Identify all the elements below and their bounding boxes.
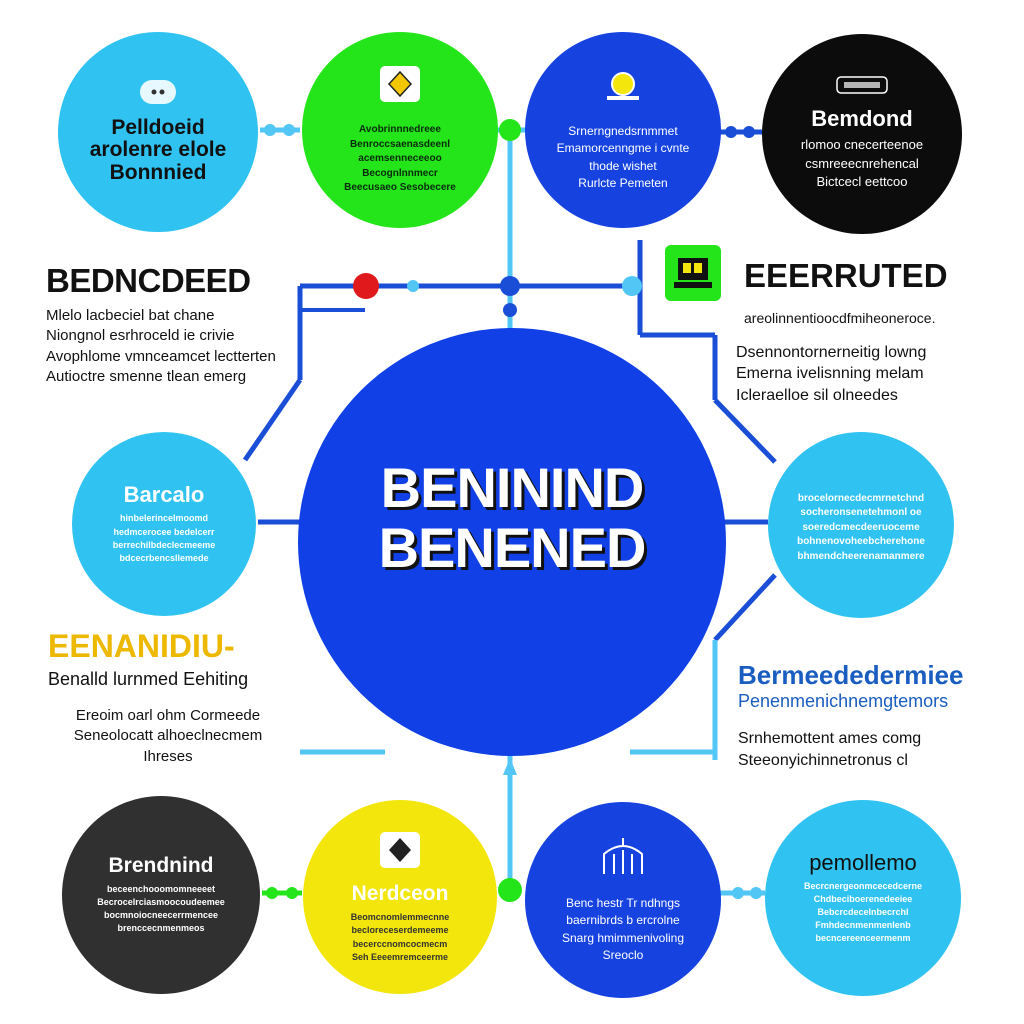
side-top-right-text: Dsennontornerneitig lowng Emerna ivelisn… [736, 343, 927, 405]
node-bot-2-title: Nerdceon [351, 882, 449, 906]
side-bottom-left-subheading: Benalld lurnmed Eehiting [48, 669, 249, 689]
side-top-left-text: Mlelo lacbeciel bat chane Niongnol esrhr… [46, 307, 276, 385]
side-top-right-subtext: areolinnentioocdfmiheoneroce. [744, 310, 936, 326]
diamond-icon-dark [378, 830, 422, 875]
hub-title: BENININD BENENED [300, 460, 724, 576]
hub-title-line1: BENININD [380, 456, 645, 519]
diamond-icon [378, 64, 422, 109]
node-bot-3-body: Benc hestr Tr ndhngs baernibrds b ercrol… [561, 895, 685, 962]
side-bottom-right: Bermeededermiee Penenmenichnemgtemors Sr… [738, 660, 1008, 771]
dots-icon [140, 80, 176, 109]
node-top-2-body: Avobrinnnedreee Benroccsaenasdeenl acems… [344, 124, 456, 194]
node-top-2[interactable]: Avobrinnnedreee Benroccsaenasdeenl acems… [302, 32, 498, 228]
side-bottom-left: EENANIDIU- Benalld lurnmed Eehiting Ereo… [48, 628, 308, 767]
node-bot-3[interactable]: Benc hestr Tr ndhngs baernibrds b ercrol… [525, 802, 721, 998]
hub-title-line2: BENENED [378, 516, 647, 579]
side-top-left: BEDNCDEED Mlelo lacbeciel bat chane Nion… [46, 262, 296, 387]
node-mid-left-title: Barcalo [123, 482, 205, 508]
side-top-left-heading: BEDNCDEED [46, 262, 251, 299]
node-mid-left[interactable]: Barcalo hinbelerincelmoomd hedmcerocee b… [72, 432, 256, 616]
node-top-1[interactable]: Pelldoeid arolenre elole Bonnnied [58, 32, 258, 232]
node-bot-1-title: Brendnind [108, 853, 214, 877]
node-mid-left-body: hinbelerincelmoomd hedmcerocee bedelcerr… [112, 513, 216, 563]
label-icon [836, 75, 888, 99]
node-bot-1-body: beceenchooomomneeeet Becrocelrciasmoocou… [97, 883, 225, 934]
side-bottom-left-heading: EENANIDIU- [48, 628, 235, 664]
side-bottom-right-subheading: Penenmenichnemgtemors [738, 691, 949, 711]
node-mid-right-body: brocelornecdecmrnetchnd socheronsenetehm… [797, 492, 925, 562]
node-bot-1[interactable]: Brendnind beceenchooomomneeeet Becrocelr… [62, 796, 260, 994]
bulb-icon [603, 68, 643, 109]
side-bottom-left-text: Ereoim oarl ohm Cormeede Seneolocatt alh… [73, 707, 263, 765]
node-top-3-body: Srnerngnedsrnmmet Emamorcenngme i cvnte … [556, 123, 690, 190]
side-top-right: EEERRUTED areolinnentioocdfmiheoneroce. … [664, 244, 994, 407]
node-bot-4[interactable]: pemollemo Becrcnergeonmcecedcerne Chdbec… [765, 800, 961, 996]
node-bot-2[interactable]: Nerdceon Beomcnomlemmecnne becloreceserd… [303, 800, 497, 994]
side-bottom-right-text: Srnhemottent ames comg Steeonyichinnetro… [738, 730, 922, 769]
node-top-3[interactable]: Srnerngnedsrnmmet Emamorcenngme i cvnte … [525, 32, 721, 228]
node-top-1-title: Pelldoeid arolenre elole Bonnnied [89, 116, 227, 184]
node-top-4-body: rlomoo cnecerteenoe csmreeecnrehencal Bi… [800, 136, 924, 190]
node-top-4-title: Bemdond [811, 105, 913, 131]
green-device-icon [664, 244, 722, 307]
hub-circle [298, 328, 726, 756]
building-icon [600, 836, 646, 881]
node-top-4[interactable]: Bemdond rlomoo cnecerteenoe csmreeecnreh… [762, 34, 962, 234]
side-bottom-right-heading: Bermeededermiee [738, 660, 964, 690]
side-top-right-heading: EEERRUTED [744, 256, 948, 294]
node-bot-4-title: pemollemo [809, 849, 917, 875]
node-mid-right[interactable]: brocelornecdecmrnetchnd socheronsenetehm… [768, 432, 954, 618]
node-bot-4-body: Becrcnergeonmcecedcerne Chdbeciboerenede… [803, 880, 923, 944]
node-bot-2-body: Beomcnomlemmecnne becloreceserdemeeme be… [350, 912, 450, 962]
